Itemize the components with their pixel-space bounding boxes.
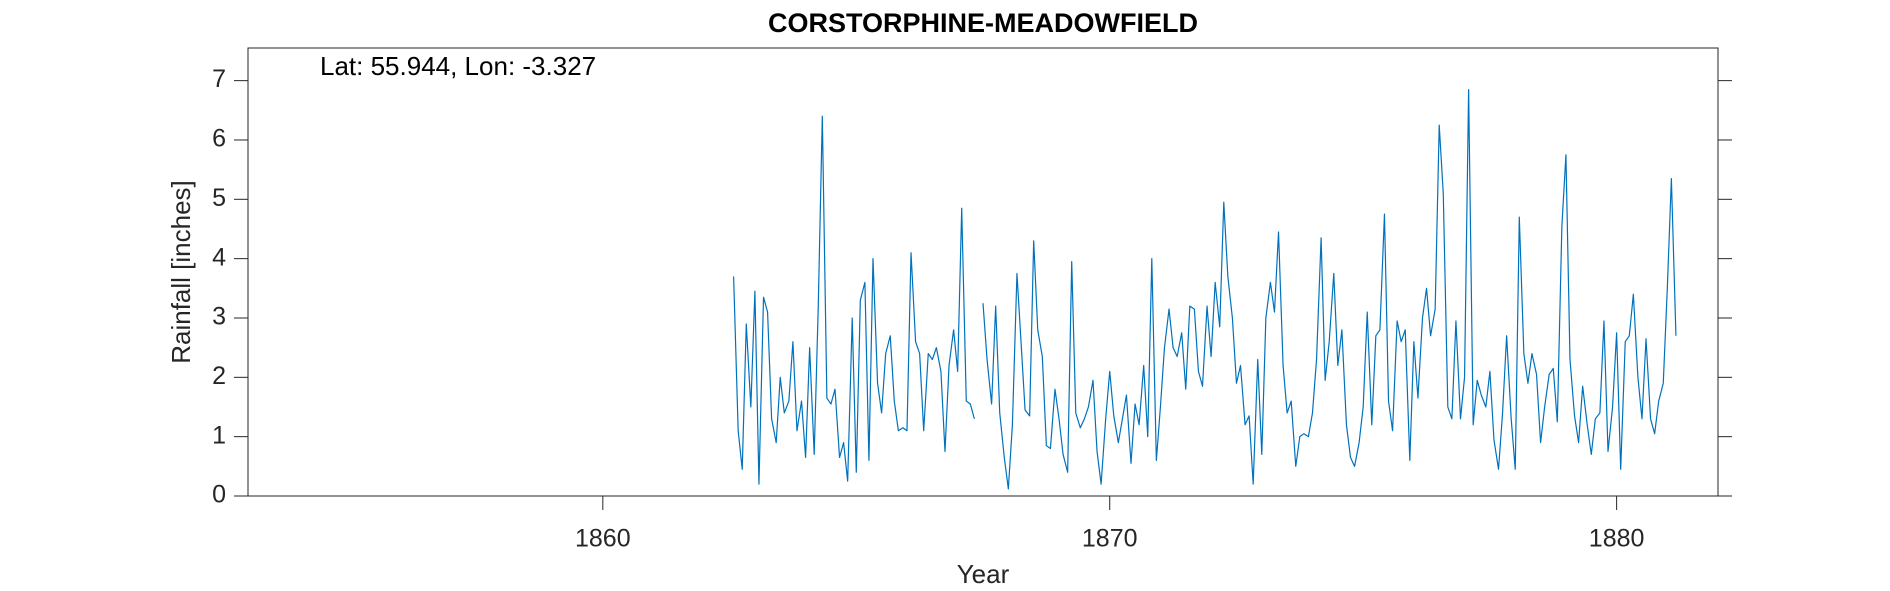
- x-tick-label: 1860: [575, 525, 631, 553]
- x-tick-label: 1870: [1082, 525, 1138, 553]
- y-tick-label: 5: [212, 184, 226, 212]
- annotation: Lat: 55.944, Lon: -3.327: [320, 51, 596, 81]
- chart-title: CORSTORPHINE-MEADOWFIELD: [768, 8, 1198, 38]
- y-axis-label: Rainfall [inches]: [166, 180, 196, 364]
- y-tick-label: 6: [212, 125, 226, 153]
- x-axis-label: Year: [957, 559, 1010, 589]
- y-tick-label: 1: [212, 421, 226, 449]
- y-tick-label: 0: [212, 481, 226, 509]
- y-tick-label: 2: [212, 362, 226, 390]
- data-line: [733, 88, 1677, 490]
- plot-area: [248, 48, 1718, 496]
- y-tick-label: 7: [212, 65, 226, 93]
- y-tick-label: 4: [212, 243, 226, 271]
- x-tick-label: 1880: [1589, 525, 1645, 553]
- y-tick-label: 3: [212, 303, 226, 331]
